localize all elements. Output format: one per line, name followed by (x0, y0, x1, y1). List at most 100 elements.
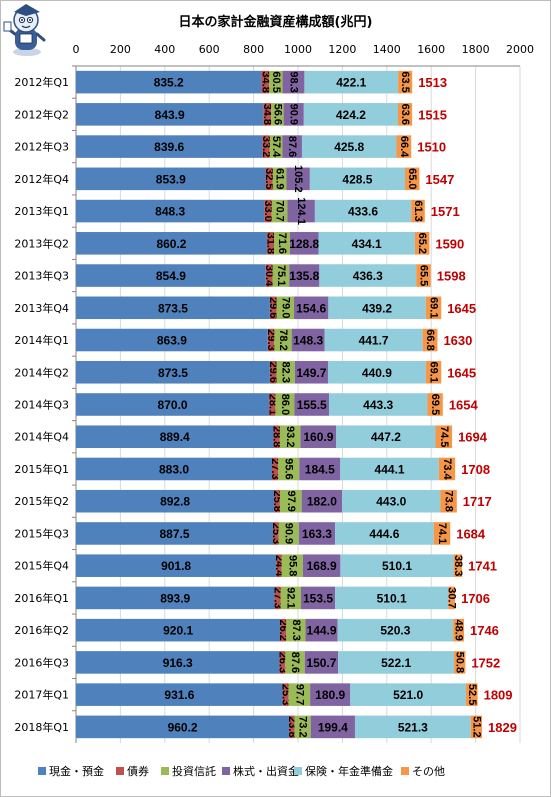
data-label: 447.2 (371, 430, 401, 444)
bar-segment (470, 715, 483, 739)
bar-segment (425, 360, 442, 384)
y-category-label: 2014年Q4 (14, 430, 69, 444)
data-label: 848.3 (155, 205, 185, 219)
y-category-label: 2015年Q4 (14, 559, 69, 573)
data-label: 33.2 (260, 136, 272, 157)
data-label: 73.4 (441, 458, 453, 480)
bar-segment (396, 135, 412, 158)
total-label: 1746 (470, 623, 499, 638)
data-label: 69.1 (428, 362, 440, 383)
bar-segment (336, 425, 436, 449)
data-label: 61.3 (412, 200, 424, 221)
bar-segment (438, 457, 456, 481)
bar-segment (76, 586, 275, 610)
bar-segment (289, 264, 320, 287)
bar-segment (76, 618, 281, 642)
total-label: 1547 (425, 172, 454, 187)
bar-segment (289, 232, 319, 255)
bar-segment (283, 103, 304, 126)
data-label: 48.9 (453, 619, 465, 640)
bar-segment (271, 103, 284, 126)
bar-segment (76, 554, 277, 577)
bar-segment (265, 264, 273, 287)
data-label: 522.1 (381, 656, 411, 670)
bar-segment (337, 618, 454, 642)
data-label: 86.0 (279, 394, 291, 415)
data-label: 95.6 (283, 458, 295, 479)
data-label: 105.2 (292, 165, 304, 193)
data-label: 893.9 (160, 591, 190, 605)
bar-segment (76, 199, 265, 223)
data-label: 71.6 (276, 233, 288, 254)
bar-segment (398, 70, 413, 94)
bar-segment (300, 586, 336, 610)
bar-segment (266, 232, 275, 255)
bar-segment (263, 103, 272, 126)
data-label: 444.6 (369, 527, 399, 541)
bar-segment (76, 651, 280, 674)
total-label: 1829 (488, 720, 517, 735)
data-label: 65.2 (416, 233, 428, 254)
bar-segment (269, 360, 277, 384)
bar-segment (76, 489, 275, 513)
data-label: 424.2 (336, 108, 366, 122)
bar-segment (453, 554, 463, 577)
bar-segment (286, 618, 306, 642)
data-label: 29.6 (267, 297, 279, 318)
bar-segment (338, 651, 455, 674)
data-label: 889.4 (160, 430, 190, 444)
y-category-label: 2016年Q1 (14, 591, 69, 605)
x-tick-label: 0 (73, 43, 80, 56)
total-label: 1571 (431, 204, 460, 219)
data-label: 97.9 (285, 491, 297, 512)
bar-segment (274, 328, 292, 352)
data-label: 873.5 (158, 301, 188, 315)
total-label: 1645 (447, 301, 476, 316)
bar-segment (279, 651, 286, 674)
bar-segment (76, 103, 264, 126)
bar-segment (282, 135, 302, 158)
y-category-label: 2015年Q3 (14, 526, 69, 540)
data-label: 863.9 (157, 334, 187, 348)
bar-segment (310, 715, 355, 739)
bar-segment (414, 232, 430, 255)
data-label: 853.9 (156, 172, 186, 186)
x-tick-label: 1000 (284, 43, 312, 56)
bar-segment (282, 683, 289, 706)
bar-segment (274, 232, 290, 255)
data-label: 860.2 (156, 237, 186, 251)
data-label: 835.2 (154, 76, 184, 90)
y-category-label: 2013年Q2 (14, 236, 69, 250)
total-label: 1717 (463, 494, 492, 509)
y-category-label: 2014年Q2 (14, 365, 69, 379)
data-label: 63.6 (399, 104, 411, 125)
data-label: 66.8 (424, 329, 436, 350)
legend-label: 保険・年金準備金 (305, 764, 393, 778)
bar-segment (300, 425, 337, 449)
data-label: 520.3 (380, 624, 410, 638)
y-category-label: 2015年Q2 (14, 494, 69, 508)
data-label: 144.9 (307, 624, 337, 638)
bar-segment (269, 393, 276, 416)
data-label: 73.8 (443, 491, 455, 512)
y-category-label: 2012年Q3 (14, 140, 69, 154)
bar-segment (76, 135, 263, 158)
bar-segment (302, 554, 341, 577)
data-label: 69.5 (429, 394, 441, 415)
data-label: 65.0 (406, 168, 418, 189)
x-tick-label: 200 (110, 43, 131, 56)
y-category-label: 2018年Q1 (14, 720, 69, 734)
bar-segment (76, 522, 274, 545)
bar-segment (454, 651, 466, 674)
total-label: 1654 (449, 398, 479, 413)
data-label: 199.4 (318, 720, 348, 734)
data-label: 60.5 (270, 71, 282, 92)
data-label: 87.3 (290, 619, 302, 640)
data-label: 180.9 (315, 688, 345, 702)
bar-segment (318, 232, 415, 255)
data-label: 433.6 (348, 205, 378, 219)
bar-segment (274, 586, 281, 610)
bar-segment (340, 554, 454, 577)
data-label: 436.3 (353, 269, 383, 283)
bar-segment (282, 70, 305, 94)
